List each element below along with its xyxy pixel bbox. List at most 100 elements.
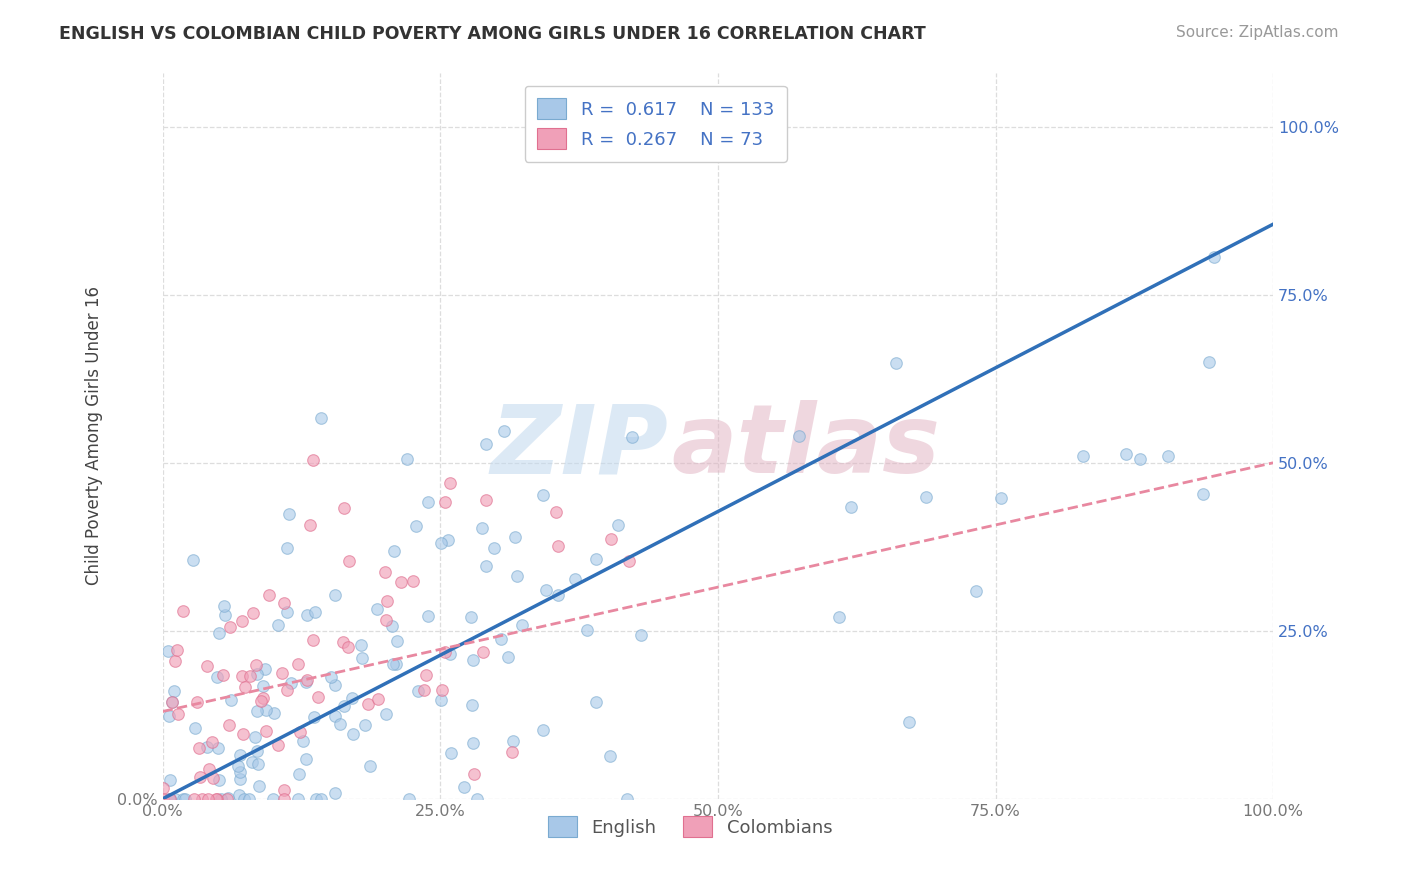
Point	[262, 792, 284, 806]
Point	[246, 744, 269, 758]
Point	[440, 746, 463, 760]
Point	[474, 493, 496, 508]
Point	[201, 772, 224, 786]
Text: Source: ZipAtlas.com: Source: ZipAtlas.com	[1175, 25, 1339, 40]
Point	[616, 792, 638, 806]
Text: ENGLISH VS COLOMBIAN CHILD POVERTY AMONG GIRLS UNDER 16 CORRELATION CHART: ENGLISH VS COLOMBIAN CHILD POVERTY AMONG…	[59, 25, 925, 43]
Point	[463, 652, 485, 666]
Point	[1115, 447, 1137, 461]
Point	[621, 430, 644, 444]
Point	[249, 694, 271, 708]
Point	[247, 779, 270, 793]
Point	[381, 657, 404, 671]
Point	[367, 692, 389, 706]
Point	[276, 541, 298, 556]
Point	[181, 553, 204, 567]
Point	[228, 748, 250, 763]
Point	[205, 792, 228, 806]
Point	[337, 554, 360, 568]
Point	[188, 770, 211, 784]
Point	[617, 554, 640, 568]
Point	[1198, 355, 1220, 369]
Point	[159, 772, 181, 787]
Point	[502, 733, 524, 747]
Point	[416, 609, 439, 624]
Point	[463, 767, 485, 781]
Point	[197, 792, 219, 806]
Point	[396, 452, 419, 467]
Point	[231, 614, 253, 628]
Point	[599, 749, 621, 764]
Point	[489, 632, 512, 646]
Point	[510, 617, 533, 632]
Point	[342, 727, 364, 741]
Point	[211, 668, 233, 682]
Point	[288, 767, 311, 781]
Point	[349, 638, 371, 652]
Point	[430, 536, 453, 550]
Point	[246, 704, 269, 718]
Point	[267, 738, 290, 752]
Point	[228, 788, 250, 802]
Point	[307, 690, 329, 705]
Point	[254, 724, 277, 739]
Point	[333, 698, 356, 713]
Point	[828, 610, 851, 624]
Point	[152, 792, 174, 806]
Point	[319, 670, 342, 684]
Point	[276, 682, 298, 697]
Point	[374, 613, 396, 627]
Point	[1129, 451, 1152, 466]
Point	[163, 683, 186, 698]
Point	[162, 695, 184, 709]
Point	[157, 708, 180, 723]
Text: atlas: atlas	[671, 401, 941, 493]
Point	[263, 706, 285, 721]
Point	[219, 693, 242, 707]
Point	[273, 792, 295, 806]
Point	[630, 628, 652, 642]
Point	[295, 752, 318, 766]
Point	[246, 667, 269, 681]
Point	[585, 551, 607, 566]
Point	[329, 717, 352, 731]
Point	[990, 491, 1012, 505]
Point	[460, 610, 482, 624]
Point	[432, 683, 454, 698]
Point	[472, 645, 495, 659]
Point	[337, 640, 360, 655]
Point	[247, 756, 270, 771]
Point	[166, 643, 188, 657]
Point	[257, 588, 280, 602]
Point	[496, 649, 519, 664]
Point	[359, 759, 381, 773]
Point	[183, 792, 205, 806]
Point	[254, 662, 277, 676]
Point	[159, 792, 181, 806]
Point	[157, 792, 180, 806]
Point	[205, 670, 228, 684]
Point	[366, 602, 388, 616]
Point	[534, 582, 557, 597]
Point	[342, 690, 364, 705]
Point	[436, 533, 458, 547]
Point	[156, 644, 179, 658]
Point	[273, 783, 295, 797]
Point	[209, 792, 232, 806]
Point	[297, 607, 319, 622]
Point	[287, 657, 309, 671]
Point	[218, 717, 240, 731]
Point	[167, 707, 190, 722]
Point	[173, 792, 195, 806]
Point	[416, 494, 439, 508]
Point	[352, 651, 374, 665]
Point	[187, 741, 209, 756]
Point	[405, 519, 427, 533]
Point	[214, 599, 236, 613]
Point	[839, 500, 862, 514]
Point	[453, 780, 475, 794]
Point	[585, 695, 607, 709]
Point	[295, 675, 318, 690]
Point	[226, 759, 249, 773]
Point	[1157, 449, 1180, 463]
